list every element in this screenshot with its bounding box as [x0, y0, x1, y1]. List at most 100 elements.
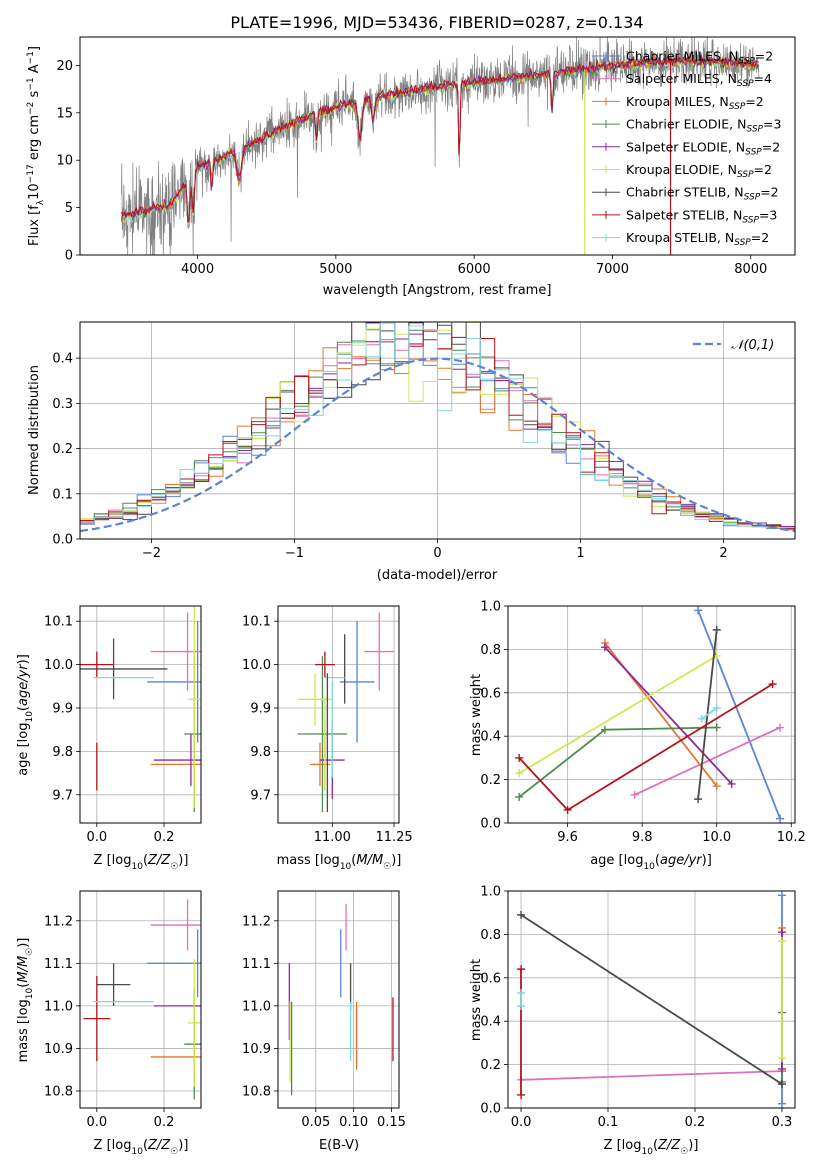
- y-tick-label: 15: [56, 106, 73, 121]
- plot-area: [517, 891, 786, 1108]
- series-kroupa-elodie: [777, 936, 786, 1063]
- series-marker: [630, 790, 639, 799]
- axes-frame: [277, 605, 400, 824]
- y-tick-label: 11.1: [44, 957, 73, 972]
- series-marker: [768, 680, 777, 689]
- errorbar-kroupa-elodie: [297, 673, 333, 726]
- series-marker: [515, 753, 524, 762]
- model-spectrum-salpeter-stelib: [121, 55, 759, 223]
- y-tick-label: 10.8: [242, 1084, 271, 1099]
- plot-massweight-vs-age: 9.6 9.8 10.0 10.2 0.0 0.2 0.4 0.6 0.8 1.0: [480, 600, 805, 846]
- hist-kroupa-stelib: [80, 322, 795, 529]
- legend-entry: Chabrier STELIB, NSSP=2: [592, 185, 779, 203]
- errorbar-salpeter-stelib: [80, 651, 114, 678]
- legend-label: Chabrier MILES, NSSP=2: [626, 49, 773, 67]
- plot-area: [83, 899, 201, 1100]
- plot-mass-vs-EBV: 0.05 0.10 0.15 10.8 10.9 11.0 11.1 11.2: [242, 890, 406, 1130]
- y-tick-label: 10.0: [44, 658, 73, 673]
- y-tick-label: 11.2: [242, 914, 271, 929]
- series-marker: [517, 988, 526, 997]
- y-tick-label: 9.9: [52, 701, 73, 716]
- plot-area: [80, 322, 795, 533]
- series-marker: [563, 805, 572, 814]
- y-tick-label: 9.8: [250, 745, 271, 760]
- x-tick-label: 10.0: [702, 830, 731, 845]
- legend-entry: Kroupa STELIB, NSSP=2: [592, 230, 769, 248]
- series-marker: [712, 723, 721, 732]
- y-tick-label: 0.4: [480, 1015, 501, 1030]
- series-chabrier-stelib: [517, 910, 786, 1089]
- figure-title: PLATE=1996, MJD=53436, FIBERID=0287, z=0…: [230, 13, 643, 32]
- plot-area: [515, 606, 785, 823]
- x-tick-label: 0.15: [377, 1115, 406, 1130]
- y-tick-label: 9.9: [250, 701, 271, 716]
- y-tick-label: 11.1: [242, 957, 271, 972]
- y-tick-label: 11.0: [44, 999, 73, 1014]
- y-axis-label: mass weight: [469, 959, 484, 1041]
- x-tick-label: 0.3: [772, 1115, 793, 1130]
- errorbar-kroupa-elodie: [187, 959, 201, 1087]
- y-tick-label: 0.2: [480, 1058, 501, 1073]
- x-tick-label: 6000: [458, 262, 491, 277]
- series-salpeter-miles: [630, 723, 785, 799]
- errorbar-chabrier-miles: [147, 929, 201, 998]
- y-axis-label: Flux [fλ10−17 erg cm−2 s−1 A−1]: [26, 46, 46, 246]
- legend-label: Kroupa ELODIE, NSSP=2: [626, 162, 772, 180]
- legend-entry: Kroupa MILES, NSSP=2: [592, 94, 764, 112]
- y-tick-label: 0.2: [52, 442, 73, 457]
- x-tick-label: 0.1: [598, 1115, 619, 1130]
- legend-entry: Chabrier MILES, NSSP=2: [592, 49, 773, 67]
- x-axis-label: Z [log10(Z/Z☉)]: [604, 1138, 699, 1157]
- series-marker: [777, 928, 786, 937]
- errorbar-salpeter-stelib: [315, 651, 335, 678]
- y-tick-label: 10.1: [242, 615, 271, 630]
- x-tick-label: 8000: [734, 262, 767, 277]
- x-tick-label: 2: [719, 546, 727, 561]
- axes-frame: [79, 36, 796, 256]
- x-tick-label: 7000: [596, 262, 629, 277]
- errorbar-salpeter-miles: [364, 612, 395, 691]
- errorbar-chabrier-miles: [147, 621, 201, 743]
- series-chabrier-miles: [694, 606, 785, 823]
- y-tick-label: 0.6: [480, 971, 501, 986]
- y-tick-label: 0.4: [480, 730, 501, 745]
- series-marker: [600, 643, 609, 652]
- legend-entry: Salpeter MILES, NSSP=4: [592, 71, 772, 89]
- y-tick-label: 10.9: [44, 1042, 73, 1057]
- axes-frame: [79, 605, 202, 824]
- plot-area: [288, 903, 394, 1096]
- axes-frame: [79, 321, 796, 540]
- y-axis-label: age [log10(age/yr)]: [16, 654, 35, 776]
- series-marker: [515, 769, 524, 778]
- x-axis-label: age [log10(age/yr)]: [590, 853, 712, 872]
- series-marker: [697, 714, 706, 723]
- y-tick-label: 0.6: [480, 686, 501, 701]
- series-marker: [517, 1002, 526, 1011]
- series-marker: [777, 1099, 786, 1108]
- y-tick-label: 0.1: [52, 487, 73, 502]
- x-axis-label: mass [log10(M/M☉)]: [277, 853, 402, 872]
- series-marker: [777, 1080, 786, 1089]
- y-tick-label: 9.7: [250, 788, 271, 803]
- y-tick-label: 0.0: [480, 1102, 501, 1117]
- y-tick-label: 0: [65, 249, 73, 264]
- series-marker: [776, 814, 785, 823]
- errorbar-chabrier-elodie: [297, 655, 348, 813]
- series-marker: [600, 725, 609, 734]
- legend-label: Kroupa STELIB, NSSP=2: [626, 230, 769, 248]
- x-tick-label: 11.00: [314, 830, 351, 845]
- series-line: [634, 726, 781, 796]
- x-tick-label: 11.25: [375, 830, 412, 845]
- plot-age-vs-mass: 11.00 11.25 9.7 9.8 9.9 10.0 10.1: [242, 605, 413, 845]
- y-tick-label: 10.9: [242, 1042, 271, 1057]
- legend-label: Salpeter STELIB, NSSP=3: [626, 207, 777, 225]
- x-axis-label: (data-model)/error: [377, 568, 498, 583]
- series-salpeter-elodie: [600, 643, 736, 788]
- y-tick-label: 9.7: [52, 788, 73, 803]
- plot-area: [121, 37, 760, 255]
- x-tick-label: 0.0: [511, 1115, 532, 1130]
- axes-frame: [507, 890, 796, 1109]
- x-tick-label: 4000: [181, 262, 214, 277]
- plot-age-vs-Z: 0.0 0.2 9.7 9.8 9.9 10.0 10.1: [44, 605, 202, 845]
